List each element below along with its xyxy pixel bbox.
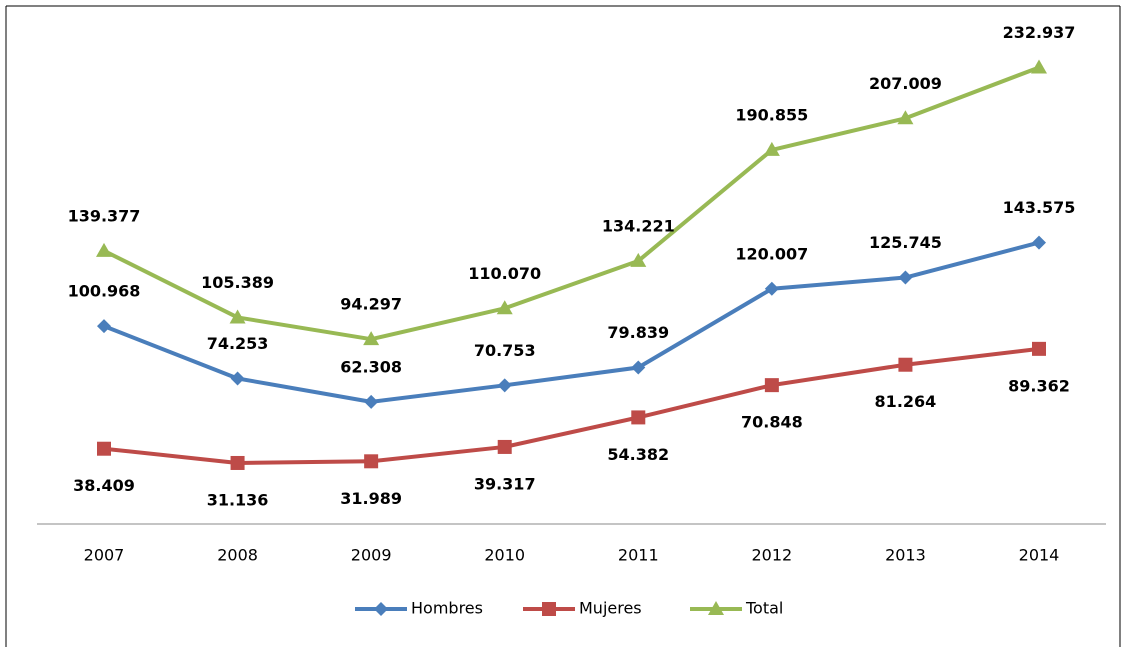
x-tick-label: 2008: [217, 546, 258, 565]
data-label: 134.221: [602, 216, 675, 235]
x-tick-label: 2013: [885, 546, 926, 565]
legend-label: Total: [745, 599, 783, 618]
data-label: 105.389: [201, 273, 274, 292]
x-tick-label: 2007: [84, 546, 125, 565]
data-label: 120.007: [735, 244, 808, 263]
data-point: [764, 378, 779, 393]
x-tick-label: 2014: [1019, 546, 1060, 565]
data-point: [631, 410, 646, 425]
data-label: 31.136: [207, 490, 269, 509]
series-line: [103, 346, 1040, 465]
data-point: [1032, 341, 1046, 356]
data-point: [1032, 235, 1046, 250]
x-tick-label: 2012: [751, 546, 792, 565]
data-label: 38.409: [73, 476, 135, 495]
legend-label: Mujeres: [579, 599, 642, 618]
data-label: 89.362: [1008, 376, 1070, 395]
data-label: 125.745: [869, 233, 942, 252]
data-label: 62.308: [340, 357, 402, 376]
data-point: [1031, 59, 1047, 74]
data-label: 110.070: [468, 264, 541, 283]
data-label: 74.253: [207, 334, 269, 353]
data-label: 54.382: [607, 445, 669, 464]
x-tick-label: 2011: [618, 546, 659, 565]
data-label: 70.848: [741, 413, 803, 432]
data-point: [229, 309, 246, 324]
data-point: [96, 242, 112, 257]
data-point: [364, 454, 379, 469]
series-line: [103, 65, 1040, 342]
data-label: 232.937: [1003, 23, 1076, 42]
data-point: [763, 141, 780, 156]
legend-marker: [374, 602, 388, 616]
data-point: [230, 371, 245, 386]
data-point: [631, 360, 646, 375]
legend-marker: [542, 602, 556, 616]
data-label: 39.317: [474, 474, 536, 493]
data-label: 190.855: [735, 105, 808, 124]
data-point: [363, 331, 380, 346]
data-point: [898, 270, 913, 285]
x-tick-label: 2009: [351, 546, 392, 565]
data-point: [97, 441, 111, 456]
data-point: [496, 300, 513, 315]
data-label: 100.968: [68, 282, 141, 301]
data-label: 207.009: [869, 74, 942, 93]
data-label: 79.839: [607, 323, 669, 342]
data-label: 70.753: [474, 341, 536, 360]
series-line: [103, 240, 1040, 404]
data-point: [230, 455, 245, 470]
data-point: [630, 252, 647, 267]
x-tick-label: 2010: [484, 546, 525, 565]
data-label: 81.264: [875, 392, 937, 411]
data-label: 94.297: [340, 295, 402, 314]
data-point: [898, 357, 913, 372]
data-label: 31.989: [340, 489, 402, 508]
data-point: [897, 110, 914, 125]
data-label: 139.377: [68, 206, 141, 225]
data-point: [497, 439, 512, 454]
data-point: [497, 378, 512, 393]
data-point: [97, 319, 111, 334]
data-point: [764, 281, 779, 296]
legend-marker: [708, 601, 724, 615]
data-label: 143.575: [1003, 198, 1076, 217]
legend-label: Hombres: [411, 599, 483, 618]
data-point: [364, 394, 379, 409]
